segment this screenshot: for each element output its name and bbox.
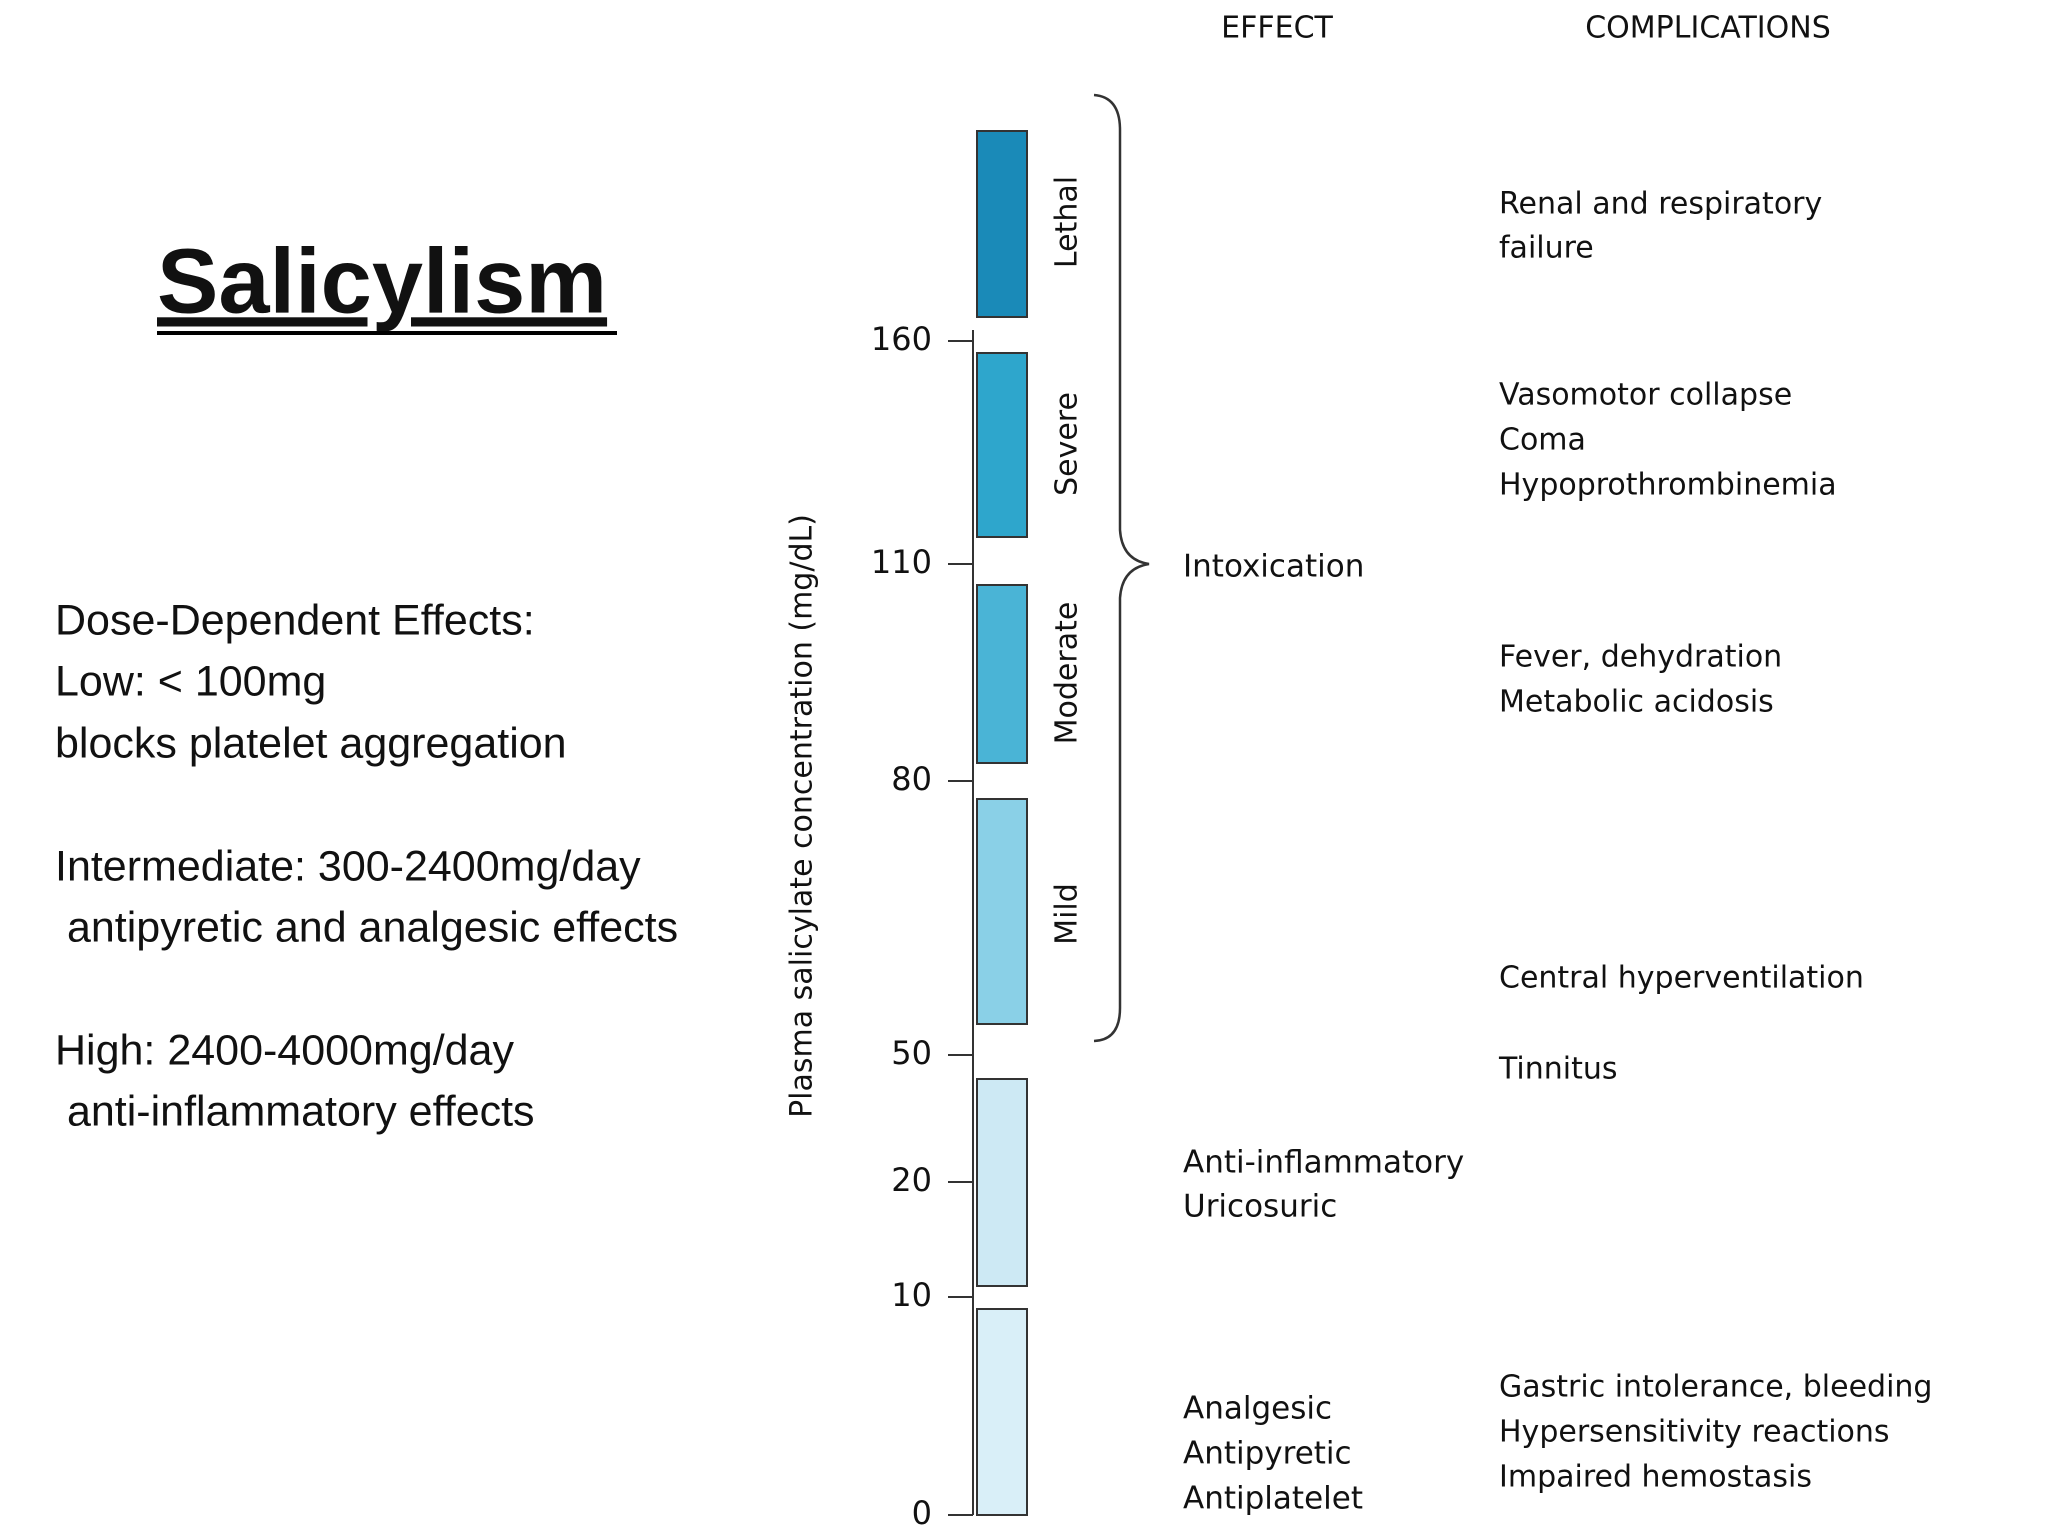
band-label: Mild [1050,883,1085,945]
slide-title: Salicylism [157,230,607,332]
complication-label: Tinnitus [1498,1052,1618,1087]
band-bar [976,584,1028,764]
note-line: Low: < 100mg [55,657,326,705]
complication-label: Hypersensitivity reactions [1499,1415,1890,1450]
complication-label: Central hyperventilation [1499,961,1864,996]
band-bar [976,352,1028,538]
tick-label: 0 [912,1494,932,1532]
effect-label: Anti-inflammatory [1183,1145,1464,1181]
note-line: High: 2400-4000mg/day [55,1026,514,1074]
complication-label: Hypoprothrombinemia [1499,468,1837,503]
header: EFFECT [1221,11,1333,46]
note-line: Dose-Dependent Effects: [55,596,535,644]
complication-label: Renal and respiratory [1499,187,1822,222]
figure: Plasma salicylate concentration (mg/dL) … [785,11,1933,1533]
band-bar [976,1078,1028,1287]
complication-label: Impaired hemostasis [1499,1460,1812,1495]
effect-label: Antiplatelet [1183,1481,1363,1517]
band-bar [976,798,1028,1025]
complication-label: failure [1499,231,1594,266]
note-line: anti-inflammatory effects [55,1087,535,1135]
tick-label: 20 [891,1161,932,1199]
tick-label: 160 [871,320,932,358]
band-label: Severe [1050,392,1085,496]
band-bar [976,1308,1028,1516]
tick-label: 10 [891,1276,932,1314]
brace [1093,93,1150,1043]
effect-label: Intoxication [1183,549,1364,585]
tick-label: 50 [891,1034,932,1072]
note-line: antipyretic and analgesic effects [55,903,678,951]
complication-label: Fever, dehydration [1499,640,1782,675]
tick-label: 110 [871,543,932,581]
complication-label: Gastric intolerance, bleeding [1499,1370,1932,1405]
note-line: blocks platelet aggregation [55,719,567,767]
band-bar [976,130,1028,318]
effect-label: Antipyretic [1183,1436,1352,1472]
complication-label: Coma [1499,423,1586,458]
effect-label: Uricosuric [1183,1189,1337,1225]
band-label: Lethal [1050,176,1085,268]
complication-label: Vasomotor collapse [1499,378,1792,413]
band-label: Moderate [1050,602,1085,745]
tick-label: 80 [891,760,932,798]
header: COMPLICATIONS [1585,11,1831,46]
effect-label: Analgesic [1183,1391,1332,1427]
note-line: Intermediate: 300-2400mg/day [55,842,641,890]
complication-label: Metabolic acidosis [1499,685,1774,720]
axis-label: Plasma salicylate concentration (mg/dL) [785,514,820,1118]
